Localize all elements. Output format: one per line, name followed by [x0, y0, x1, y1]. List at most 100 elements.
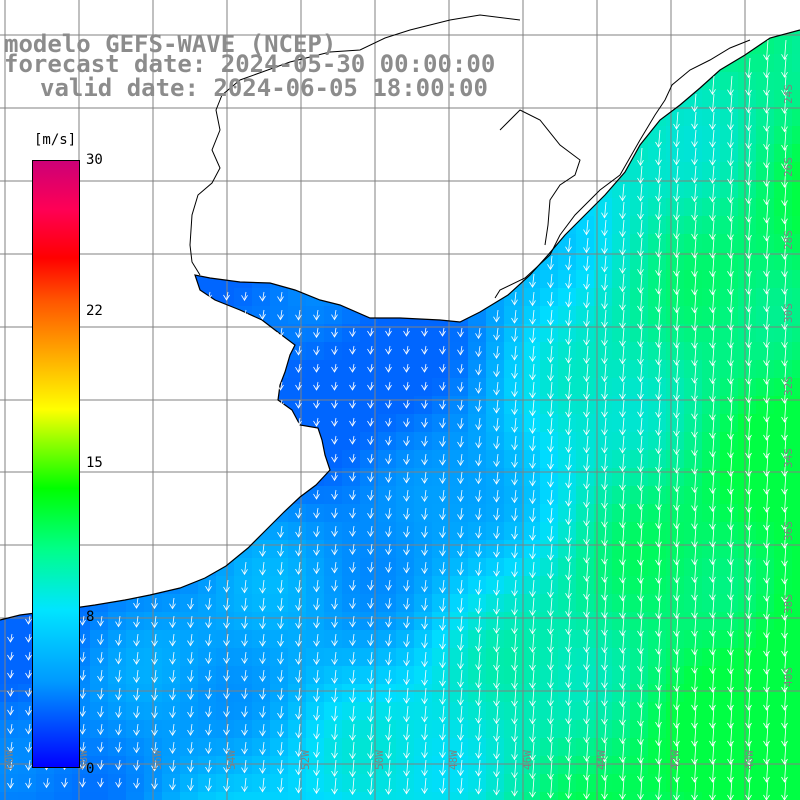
wind-cell [324, 792, 343, 800]
wind-arrow [403, 489, 410, 502]
wind-cell [396, 522, 415, 541]
wind-cell [576, 630, 595, 649]
wind-cell [774, 504, 793, 523]
wind-arrow [655, 237, 662, 258]
wind-cell [324, 756, 343, 775]
lagoon-shore [494, 39, 751, 299]
wind-arrow [565, 579, 572, 599]
wind-cell [306, 720, 325, 739]
wind-cell [252, 738, 271, 757]
wind-cell [666, 558, 685, 577]
wind-cell [792, 720, 800, 739]
wind-arrow [421, 543, 428, 557]
wind-cell [666, 414, 685, 433]
wind-arrow [205, 777, 212, 792]
wind-cell [360, 486, 379, 505]
wind-cell [648, 558, 667, 577]
wind-arrow [511, 723, 518, 743]
wind-arrow [511, 309, 518, 324]
wind-cell [486, 378, 505, 397]
wind-arrow [529, 759, 536, 780]
wind-arrow [637, 165, 644, 184]
wind-arrow [25, 723, 32, 735]
wind-arrow [403, 615, 410, 629]
wind-arrow [547, 399, 554, 418]
wind-cell [630, 630, 649, 649]
wind-arrow [79, 633, 86, 645]
wind-arrow [385, 669, 392, 685]
wind-cell [702, 162, 721, 181]
wind-arrow [187, 705, 194, 718]
wind-arrow [475, 345, 482, 358]
wind-cell [360, 792, 379, 800]
wind-arrow [475, 525, 482, 539]
wind-cell [738, 360, 757, 379]
wind-arrow [655, 219, 662, 239]
wind-arrow [223, 723, 230, 736]
wind-cell [792, 738, 800, 757]
wind-arrow [709, 165, 716, 184]
wind-cell [342, 468, 361, 487]
wind-arrow [205, 759, 212, 773]
wind-arrow [169, 687, 176, 701]
wind-cell [720, 774, 739, 793]
wind-arrow [277, 633, 284, 647]
wind-arrow [655, 615, 662, 637]
wind-arrow [475, 435, 482, 449]
wind-cell [702, 288, 721, 307]
wind-arrow [457, 633, 464, 651]
wind-arrow [637, 219, 644, 239]
wind-cell [738, 252, 757, 271]
wind-cell [162, 648, 181, 667]
wind-cell [396, 504, 415, 523]
wind-arrow [439, 633, 446, 650]
wind-arrow [745, 255, 752, 277]
wind-cell [486, 342, 505, 361]
wind-arrow [331, 363, 338, 373]
wind-arrow [673, 183, 680, 202]
wind-cell [234, 702, 253, 721]
wind-cell [720, 450, 739, 469]
wind-arrow [313, 399, 320, 409]
wind-cell [756, 72, 775, 91]
wind-cell [540, 540, 559, 559]
wind-cell [720, 648, 739, 667]
wind-arrow [511, 381, 518, 398]
wind-cell [522, 630, 541, 649]
wind-cell [666, 198, 685, 217]
wind-cell [792, 180, 800, 199]
wind-cell [450, 666, 469, 685]
wind-cell [486, 612, 505, 631]
wind-cell [504, 774, 523, 793]
wind-arrow [457, 507, 464, 521]
wind-cell [630, 468, 649, 487]
wind-arrow [403, 417, 410, 428]
wind-arrow [313, 579, 320, 593]
wind-arrow [439, 507, 446, 521]
wind-cell [648, 594, 667, 613]
wind-cell [270, 522, 289, 541]
wind-cell [738, 90, 757, 109]
wind-cell [522, 504, 541, 523]
wind-cell [684, 342, 703, 361]
wind-arrow [637, 309, 644, 330]
wind-arrow [529, 741, 536, 761]
wind-cell [612, 720, 631, 739]
wind-arrow [367, 363, 374, 373]
wind-arrow [403, 381, 410, 391]
wind-arrow [259, 615, 266, 630]
wind-cell [378, 486, 397, 505]
wind-cell [432, 666, 451, 685]
wind-cell [756, 360, 775, 379]
wind-cell [288, 666, 307, 685]
wind-cell [720, 558, 739, 577]
wind-arrow [601, 687, 608, 707]
wind-cell [432, 450, 451, 469]
wind-arrow [637, 597, 644, 620]
wind-arrow [709, 111, 716, 130]
wind-arrow [601, 561, 608, 583]
wind-cell [432, 612, 451, 631]
wind-arrow [727, 651, 734, 675]
wind-cell [396, 738, 415, 757]
